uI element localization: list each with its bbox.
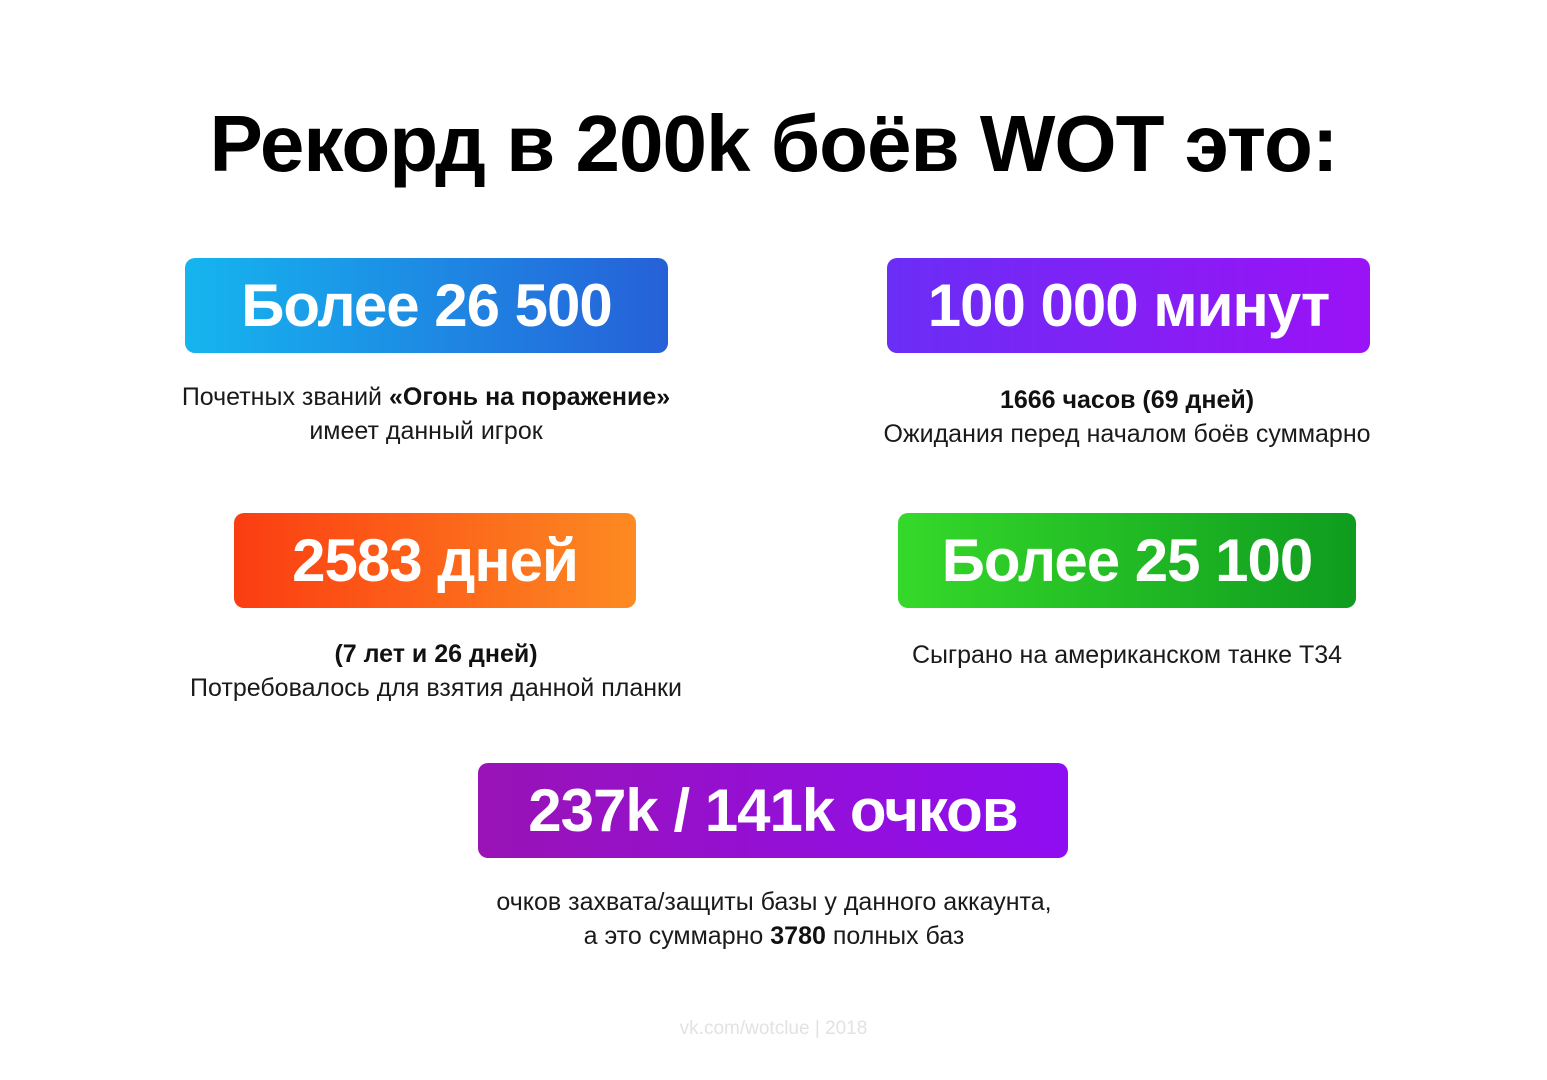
stat-caption-minutes: 1666 часов (69 дней) Ожидания перед нача… — [822, 383, 1432, 451]
caption-bold-text: 3780 — [770, 922, 826, 950]
stat-badge-minutes: 100 000 минут — [887, 258, 1370, 353]
caption-text: очков захвата/защиты базы у данного акка… — [496, 888, 1052, 916]
stat-badge-minutes-text: 100 000 минут — [927, 271, 1331, 339]
stat-badge-points: 237k / 141k очков — [478, 763, 1068, 858]
caption-line: а это суммарно 3780 полных баз — [424, 919, 1124, 953]
stat-badge-t34: Более 25 100 — [898, 513, 1356, 608]
stat-badge-honors: Более 26 500 — [185, 258, 668, 353]
stat-caption-points: очков захвата/защиты базы у данного акка… — [424, 885, 1124, 953]
caption-text: имеет данный игрок — [309, 417, 543, 445]
caption-text: Ожидания перед началом боёв суммарно — [883, 420, 1371, 448]
caption-text: а это суммарно — [583, 922, 771, 950]
stat-caption-t34: Сыграно на американском танке Т34 — [822, 638, 1432, 672]
caption-text: Почетных званий — [181, 383, 389, 411]
stat-badge-honors-text: Более 26 500 — [241, 271, 613, 339]
stat-badge-days-text: 2583 дней — [292, 526, 579, 594]
caption-bold-text: 1666 часов (69 дней) — [999, 386, 1255, 414]
caption-text: Потребовалось для взятия данной планки — [190, 674, 682, 702]
caption-text: Сыграно на американском танке Т34 — [911, 641, 1343, 669]
stat-badge-points-text: 237k / 141k очков — [528, 776, 1018, 844]
caption-text: полных баз — [825, 922, 965, 950]
caption-bold-text: «Огонь на поражение» — [388, 383, 671, 411]
footer-credit: vk.com/wotclue | 2018 — [679, 1018, 868, 1039]
caption-bold-text: (7 лет и 26 дней) — [334, 640, 538, 668]
page-title: Рекорд в 200k боёв WOT это: — [209, 99, 1339, 188]
stat-badge-days: 2583 дней — [234, 513, 636, 608]
stat-caption-honors: Почетных званий «Огонь на поражение» име… — [116, 380, 736, 448]
stat-caption-days: (7 лет и 26 дней) Потребовалось для взят… — [136, 637, 736, 705]
stat-badge-t34-text: Более 25 100 — [941, 526, 1314, 594]
caption-line: Почетных званий «Огонь на поражение» — [116, 380, 736, 414]
